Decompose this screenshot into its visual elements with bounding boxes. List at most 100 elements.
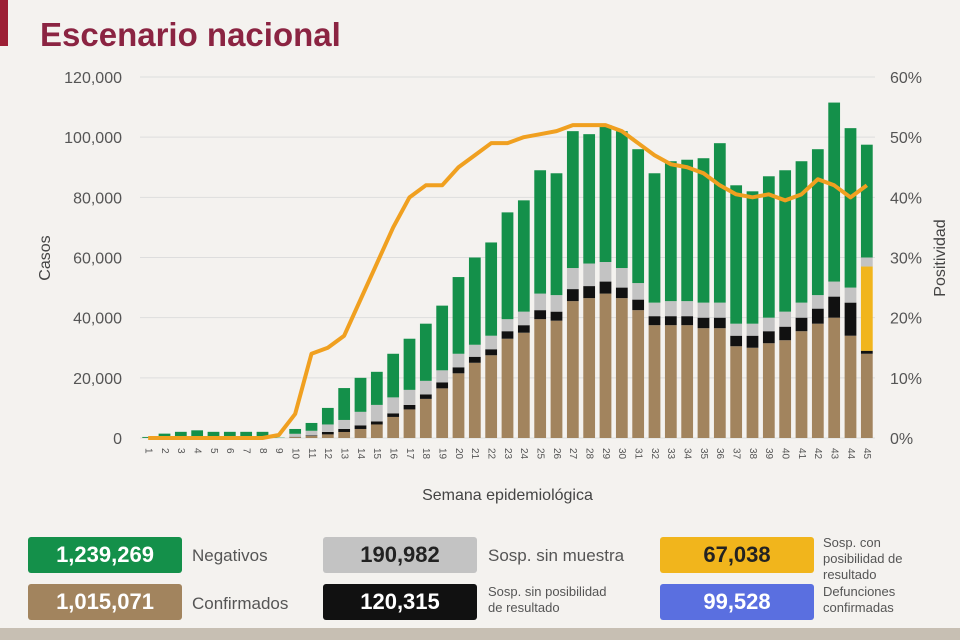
bar-sin_posibilidad xyxy=(828,296,841,318)
bar-confirmados xyxy=(305,435,318,438)
bar-sin_posibilidad xyxy=(419,394,432,399)
y2-tick-label: 60% xyxy=(890,70,922,87)
bar-confirmados xyxy=(517,332,530,438)
bar-sin_posibilidad xyxy=(713,317,726,329)
x-tick-label: 42 xyxy=(812,448,823,460)
bar-negativos xyxy=(779,170,792,312)
defunciones-label: Defunciones confirmadas xyxy=(823,584,896,615)
bar-sin_muestra xyxy=(730,323,743,336)
bar-sin_posibilidad xyxy=(681,316,694,326)
bar-confirmados xyxy=(730,346,743,438)
x-tick-label: 15 xyxy=(371,448,382,460)
bar-sin_posibilidad xyxy=(615,287,628,299)
bar-confirmados xyxy=(419,398,432,438)
bar-sin_muestra xyxy=(517,311,530,326)
bar-sin_posibilidad xyxy=(338,428,351,432)
bottom-band xyxy=(0,628,960,640)
y-tick-label: 80,000 xyxy=(73,190,122,207)
x-tick-label: 13 xyxy=(339,448,350,460)
bar-negativos xyxy=(501,212,514,320)
negativos-label: Negativos xyxy=(192,546,268,565)
bar-negativos xyxy=(583,134,596,264)
bar-sin_muestra xyxy=(599,262,612,282)
x-tick-label: 19 xyxy=(437,448,448,460)
bar-sin_posibilidad xyxy=(403,404,416,410)
bar-sin_posibilidad xyxy=(583,286,596,299)
bar-negativos xyxy=(697,158,710,303)
bar-sin_posibilidad xyxy=(762,331,775,344)
bar-con_posibilidad xyxy=(860,266,873,351)
bar-confirmados xyxy=(452,373,465,438)
bar-negativos xyxy=(158,433,171,438)
bar-sin_posibilidad xyxy=(844,302,857,336)
bar-negativos xyxy=(762,176,775,318)
x-tick-label: 32 xyxy=(649,448,660,460)
bar-sin_muestra xyxy=(828,281,841,297)
bar-negativos xyxy=(321,407,334,425)
x-tick-label: 16 xyxy=(388,448,399,460)
bar-sin_posibilidad xyxy=(599,281,612,294)
y2-tick-label: 30% xyxy=(890,251,922,268)
x-tick-label: 24 xyxy=(518,448,529,460)
bar-sin_muestra xyxy=(485,335,498,350)
bar-sin_muestra xyxy=(632,283,645,300)
defunciones-value: 99,528 xyxy=(660,584,814,620)
bar-sin_posibilidad xyxy=(550,311,563,321)
sin-muestra-label: Sosp. sin muestra xyxy=(488,546,625,565)
bar-sin_muestra xyxy=(583,263,596,287)
bar-negativos xyxy=(223,431,236,438)
bar-negativos xyxy=(452,277,465,354)
bar-negativos xyxy=(844,128,857,288)
bar-sin_muestra xyxy=(713,302,726,318)
bar-sin_posibilidad xyxy=(860,350,873,354)
bar-sin_muestra xyxy=(762,317,775,332)
x-tick-label: 36 xyxy=(714,448,725,460)
bar-negativos xyxy=(485,242,498,336)
bar-negativos xyxy=(174,431,187,438)
x-tick-label: 34 xyxy=(682,448,693,460)
sin-posibilidad-value: 120,315 xyxy=(323,584,477,620)
bar-confirmados xyxy=(762,343,775,438)
bar-confirmados xyxy=(321,434,334,438)
bar-sin_posibilidad xyxy=(370,421,383,425)
bar-confirmados xyxy=(436,388,449,438)
bar-sin_posibilidad xyxy=(305,435,318,436)
bar-sin_muestra xyxy=(860,257,873,267)
bar-negativos xyxy=(338,388,351,420)
y-tick-label: 60,000 xyxy=(73,251,122,268)
x-tick-label: 45 xyxy=(861,448,872,460)
bar-sin_muestra xyxy=(681,301,694,317)
bar-confirmados xyxy=(795,331,808,438)
x-tick-label: 21 xyxy=(469,448,480,460)
page-title: Escenario nacional xyxy=(40,16,341,53)
x-axis-label: Semana epidemiológica xyxy=(422,487,593,504)
bar-negativos xyxy=(436,305,449,371)
bar-negativos xyxy=(795,161,808,303)
x-tick-label: 22 xyxy=(486,448,497,460)
bar-negativos xyxy=(860,144,873,258)
bar-negativos xyxy=(191,430,204,438)
bar-sin_posibilidad xyxy=(485,349,498,356)
bar-sin_posibilidad xyxy=(664,316,677,326)
bar-negativos xyxy=(534,170,547,294)
bar-confirmados xyxy=(779,340,792,438)
sin-posibilidad-label: Sosp. sin posibilidad de resultado xyxy=(488,584,607,615)
x-tick-label: 26 xyxy=(551,448,562,460)
bar-sin_muestra xyxy=(648,302,661,317)
bar-confirmados xyxy=(664,325,677,438)
y-tick-label: 40,000 xyxy=(73,311,122,328)
x-tick-label: 30 xyxy=(616,448,627,460)
x-tick-label: 1 xyxy=(143,448,154,454)
bar-sin_posibilidad xyxy=(501,331,514,339)
x-tick-label: 39 xyxy=(763,448,774,460)
bar-sin_muestra xyxy=(436,370,449,383)
bar-sin_muestra xyxy=(615,268,628,288)
x-tick-label: 2 xyxy=(159,448,170,454)
x-tick-label: 28 xyxy=(584,448,595,460)
x-tick-label: 31 xyxy=(633,448,644,460)
bar-confirmados xyxy=(583,298,596,438)
bar-confirmados xyxy=(828,317,841,438)
bar-sin_posibilidad xyxy=(387,413,400,417)
bar-confirmados xyxy=(599,293,612,438)
bar-negativos xyxy=(289,428,302,434)
